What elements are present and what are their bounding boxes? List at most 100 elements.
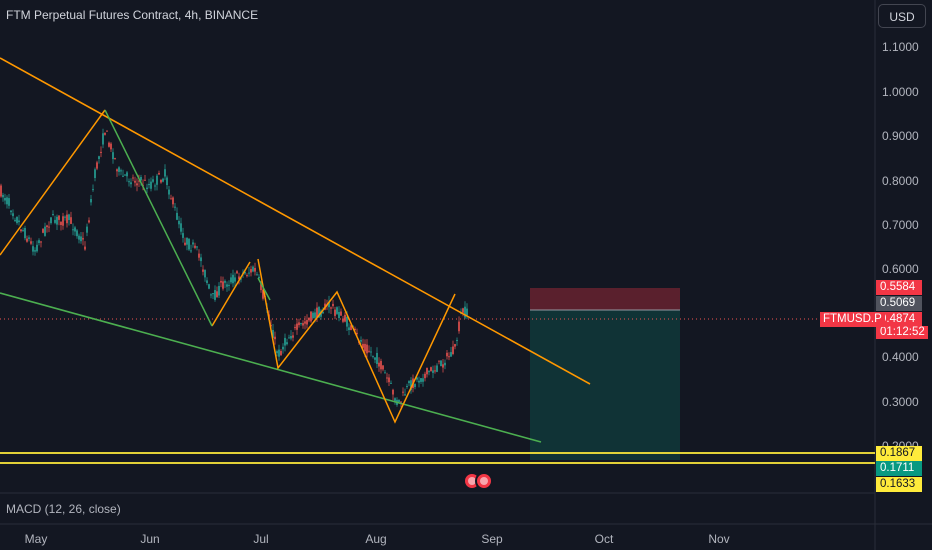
candle-body bbox=[112, 152, 114, 160]
candle-body bbox=[416, 377, 418, 380]
stop-price-tag: 0.5584 bbox=[876, 280, 922, 295]
candle-body bbox=[290, 336, 292, 339]
candle-body bbox=[360, 340, 362, 342]
candle-body bbox=[270, 325, 272, 327]
price-axis-tick: 0.4000 bbox=[882, 350, 919, 364]
candle-body bbox=[278, 349, 280, 357]
candle-body bbox=[82, 238, 84, 240]
candle-body bbox=[364, 343, 366, 352]
candle-body bbox=[72, 229, 74, 231]
zigzag-down-leg bbox=[257, 277, 271, 301]
candle-body bbox=[440, 360, 442, 367]
candle-body bbox=[210, 294, 212, 296]
price-axis-tick: 0.9000 bbox=[882, 129, 919, 143]
candle-body bbox=[444, 362, 446, 366]
candle-body bbox=[54, 219, 56, 223]
candle-body bbox=[2, 194, 4, 198]
candle-body bbox=[232, 274, 234, 284]
candle-body bbox=[152, 179, 154, 182]
candle-body bbox=[68, 214, 70, 220]
candle-body bbox=[106, 130, 108, 132]
candle-body bbox=[162, 178, 164, 182]
candle-body bbox=[100, 151, 102, 153]
candle-body bbox=[132, 177, 134, 179]
candle-body bbox=[122, 175, 124, 177]
candle-body bbox=[0, 185, 2, 197]
candle-body bbox=[198, 253, 200, 258]
candle-body bbox=[30, 241, 32, 244]
candle-body bbox=[334, 309, 336, 316]
candle-body bbox=[250, 269, 252, 273]
candle-body bbox=[156, 175, 158, 185]
candle-body bbox=[90, 199, 92, 203]
time-axis-tick: Jun bbox=[140, 532, 160, 546]
candle-body bbox=[354, 328, 356, 330]
zigzag-line bbox=[0, 109, 106, 256]
candle-body bbox=[10, 210, 12, 213]
candle-body bbox=[226, 284, 228, 287]
candle-body bbox=[130, 182, 132, 185]
candle-body bbox=[286, 342, 288, 345]
candle-body bbox=[148, 184, 150, 186]
candle-body bbox=[356, 332, 358, 334]
zigzag-line bbox=[257, 258, 456, 424]
chart-title: FTM Perpetual Futures Contract, 4h, BINA… bbox=[6, 8, 259, 22]
symbol-tag: FTMUSD.P bbox=[820, 312, 885, 327]
candle-body bbox=[96, 162, 98, 169]
candle-body bbox=[12, 213, 14, 217]
candle-body bbox=[146, 187, 148, 189]
macd-indicator-label: MACD (12, 26, close) bbox=[6, 502, 121, 516]
candle-body bbox=[262, 289, 264, 299]
candle-body bbox=[390, 382, 392, 384]
candle-body bbox=[312, 312, 314, 318]
candle-body bbox=[452, 346, 454, 354]
candle-body bbox=[188, 238, 190, 250]
candle-body bbox=[8, 198, 10, 206]
candle-body bbox=[348, 327, 350, 330]
candle-body bbox=[340, 311, 342, 316]
price-axis-tick: 0.6000 bbox=[882, 262, 919, 276]
candle-body bbox=[212, 293, 214, 295]
candle-body bbox=[196, 246, 198, 248]
candle-body bbox=[338, 312, 340, 318]
candle-body bbox=[24, 228, 26, 239]
candle-body bbox=[296, 323, 298, 330]
candle-body bbox=[200, 257, 202, 262]
candle-body bbox=[64, 216, 66, 218]
candle-body bbox=[288, 337, 290, 339]
candle-body bbox=[194, 245, 196, 248]
level-price-tag: 0.1867 bbox=[876, 446, 922, 461]
candle-body bbox=[166, 177, 168, 185]
candle-body bbox=[124, 174, 126, 176]
candle-body bbox=[208, 284, 210, 289]
candle-body bbox=[260, 283, 262, 291]
candle-body bbox=[370, 351, 372, 353]
candle-body bbox=[298, 322, 300, 326]
candle-body bbox=[150, 181, 152, 189]
candle-body bbox=[420, 378, 422, 382]
candle-body bbox=[230, 277, 232, 283]
candle-body bbox=[192, 242, 194, 245]
candle-body bbox=[392, 389, 394, 395]
currency-button[interactable]: USD bbox=[878, 4, 926, 28]
upper-trendline bbox=[0, 57, 591, 385]
candle-body bbox=[284, 337, 286, 346]
events-flag-icon[interactable] bbox=[475, 472, 493, 490]
candle-body bbox=[318, 307, 320, 318]
candle-body bbox=[328, 301, 330, 308]
candle-body bbox=[180, 223, 182, 232]
candle-body bbox=[350, 325, 352, 331]
candle-body bbox=[36, 244, 38, 252]
candle-body bbox=[418, 380, 420, 383]
candle-body bbox=[408, 381, 410, 384]
candle-body bbox=[140, 177, 142, 181]
candle-body bbox=[422, 378, 424, 382]
candle-body bbox=[204, 269, 206, 278]
candle-body bbox=[70, 217, 72, 224]
candle-body bbox=[66, 214, 68, 224]
price-axis-tick: 0.3000 bbox=[882, 395, 919, 409]
candle-body bbox=[178, 220, 180, 225]
events-markers[interactable] bbox=[463, 472, 497, 490]
candle-body bbox=[84, 246, 86, 250]
